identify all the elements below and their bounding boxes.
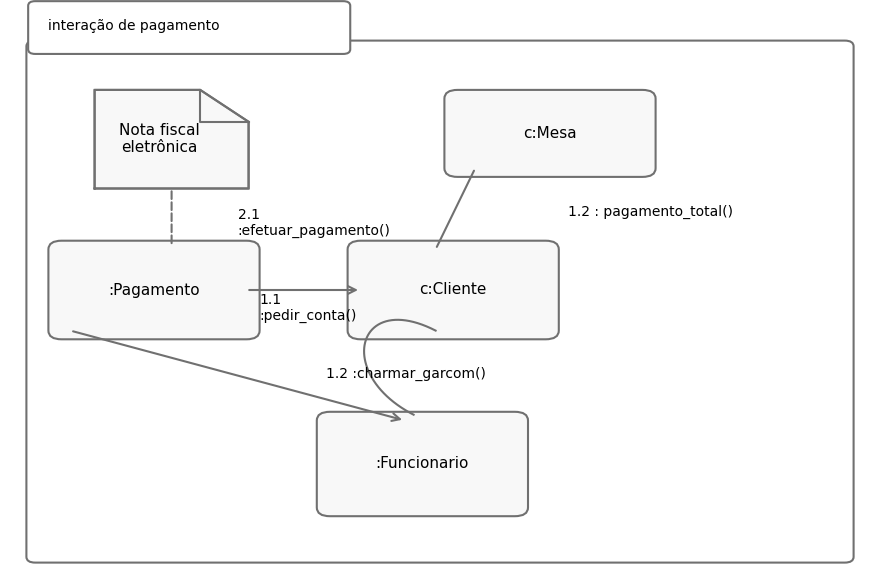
FancyBboxPatch shape [28,1,350,54]
FancyBboxPatch shape [48,241,260,339]
Polygon shape [95,90,248,188]
FancyBboxPatch shape [26,41,854,563]
Text: 1.1
:pedir_conta(): 1.1 :pedir_conta() [260,293,357,323]
FancyBboxPatch shape [348,241,559,339]
Text: 2.1
:efetuar_pagamento(): 2.1 :efetuar_pagamento() [238,208,391,238]
FancyBboxPatch shape [444,90,656,177]
Text: interação de pagamento: interação de pagamento [48,19,220,33]
Text: :Pagamento: :Pagamento [108,282,200,298]
FancyBboxPatch shape [317,412,528,516]
Text: c:Cliente: c:Cliente [420,282,487,298]
Text: :Funcionario: :Funcionario [376,456,469,472]
Text: 1.2 : pagamento_total(): 1.2 : pagamento_total() [568,205,732,219]
Text: c:Mesa: c:Mesa [524,126,576,141]
Text: Nota fiscal
eletrônica: Nota fiscal eletrônica [119,123,200,155]
Text: 1.2 :charmar_garcom(): 1.2 :charmar_garcom() [326,367,486,381]
